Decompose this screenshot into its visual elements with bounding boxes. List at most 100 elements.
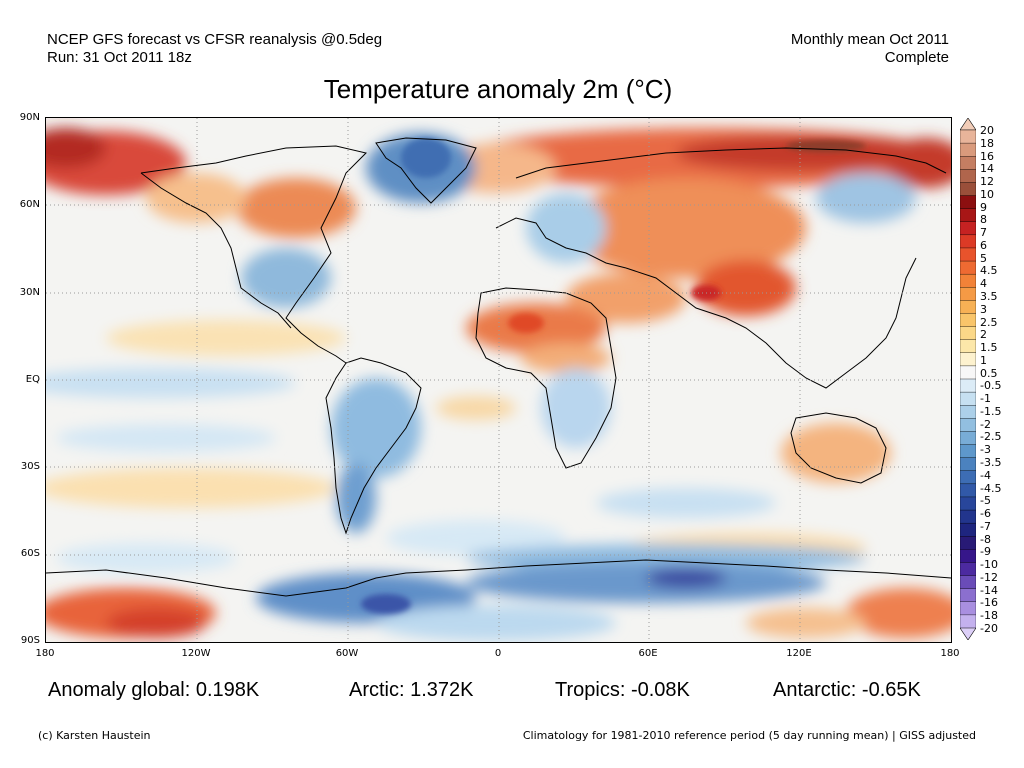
model-description: NCEP GFS forecast vs CFSR reanalysis @0.… (47, 31, 383, 48)
colorbar-label: -18 (980, 609, 998, 623)
stat-antarctic: Antarctic: -0.65K (773, 679, 921, 701)
period-info: Monthly mean Oct 2011 Complete (791, 31, 949, 67)
colorbar-label: 1.5 (980, 341, 998, 355)
colorbar-label: 4 (980, 277, 987, 291)
colorbar-swatch (960, 470, 976, 485)
colorbar-swatch (960, 522, 976, 537)
lat-label-60n: 60N (19, 199, 40, 210)
colorbar-label: -4.5 (980, 481, 1002, 495)
colorbar-label: -9 (980, 545, 991, 559)
colorbar-label: -2 (980, 417, 991, 431)
colorbar-label: 10 (980, 187, 994, 201)
lon-label-60w: 60W (335, 648, 359, 659)
colorbar-swatch (960, 509, 976, 524)
colorbar-label: 2 (980, 328, 987, 342)
colorbar-label: 5 (980, 251, 987, 265)
colorbar-swatch (960, 300, 976, 315)
colorbar-swatch (960, 614, 976, 629)
colorbar-label: 0.5 (980, 366, 998, 380)
colorbar-swatch (960, 457, 976, 472)
lat-label-90n: 90N (19, 112, 40, 123)
map-title: Temperature anomaly 2m (°C) (323, 74, 673, 104)
colorbar-swatch (960, 339, 976, 354)
colorbar-label: -4 (980, 468, 991, 482)
colorbar-label: -7 (980, 519, 991, 533)
colorbar-label: -0.5 (980, 379, 1002, 393)
colorbar-swatch (960, 549, 976, 564)
lat-label-30n: 30N (19, 287, 40, 298)
colorbar-label: -10 (980, 558, 998, 572)
colorbar-label: 20 (980, 124, 994, 137)
colorbar-swatch (960, 182, 976, 197)
colorbar-label: 6 (980, 238, 987, 252)
colorbar-label: -16 (980, 596, 998, 610)
colorbar-swatch (960, 483, 976, 498)
colorbar-swatch (960, 601, 976, 616)
lon-label-0: 0 (494, 648, 502, 659)
colorbar-swatch (960, 129, 976, 144)
coastlines (46, 137, 951, 597)
colorbar-swatch (960, 536, 976, 551)
stat-global: Anomaly global: 0.198K (48, 679, 260, 701)
graticule (46, 118, 951, 642)
climatology-note: Climatology for 1981-2010 reference peri… (522, 729, 976, 742)
colorbar-label: -1.5 (980, 404, 1002, 418)
colorbar-swatch (960, 352, 976, 367)
run-time: Run: 31 Oct 2011 18z (47, 49, 192, 66)
colorbar-swatch (960, 195, 976, 210)
colorbar-swatch (960, 326, 976, 341)
colorbar-swatch (960, 378, 976, 393)
colorbar-swatch (960, 444, 976, 459)
colorbar-label: 14 (980, 162, 994, 176)
anomaly-map (45, 117, 952, 643)
colorbar-swatch (960, 418, 976, 433)
run-info: NCEP GFS forecast vs CFSR reanalysis @0.… (47, 31, 382, 67)
colorbar-top-arrow (960, 118, 976, 131)
colorbar-label: -6 (980, 507, 991, 521)
completeness-label: Complete (884, 49, 949, 66)
lon-label-60e: 60E (638, 648, 658, 659)
colorbar-swatch (960, 142, 976, 157)
colorbar-label: 3.5 (980, 290, 998, 303)
colorbar-label: 7 (980, 226, 987, 240)
colorbar-swatch (960, 562, 976, 577)
colorbar-label: -8 (980, 532, 991, 546)
colorbar-swatch (960, 169, 976, 184)
colorbar-label: -12 (980, 570, 998, 584)
colorbar-swatch (960, 287, 976, 302)
colorbar-label: 18 (980, 136, 994, 150)
colorbar-label: 12 (980, 175, 994, 189)
lat-label-30s: 30S (20, 461, 40, 472)
colorbar-swatch (960, 391, 976, 406)
colorbar-swatch (960, 313, 976, 328)
colorbar-swatch (960, 431, 976, 446)
colorbar-swatch (960, 260, 976, 275)
colorbar-label: 2.5 (980, 315, 998, 329)
lon-label-180e: 180 (940, 648, 960, 659)
period-label: Monthly mean Oct 2011 (790, 31, 949, 48)
lon-label-120e: 120E (786, 648, 812, 659)
colorbar-bottom-arrow (960, 627, 976, 640)
colorbar-label: -3.5 (980, 456, 1002, 469)
colorbar-label: -20 (980, 622, 998, 635)
colorbar-label: 16 (980, 149, 994, 163)
colorbar-label: -5 (980, 494, 991, 508)
lon-label-180w: 180 (35, 648, 55, 659)
colorbar-label: 1 (980, 353, 987, 367)
stat-arctic: Arctic: 1.372K (349, 679, 474, 701)
copyright: (c) Karsten Haustein (38, 729, 151, 742)
colorbar-swatch (960, 247, 976, 262)
lat-label-90s: 90S (20, 635, 40, 646)
colorbar-swatch (960, 208, 976, 223)
colorbar-label: 9 (980, 200, 987, 214)
colorbar-swatch (960, 575, 976, 590)
stat-tropics: Tropics: -0.08K (555, 679, 690, 701)
colorbar-swatch (960, 405, 976, 420)
colorbar-swatch (960, 156, 976, 171)
colorbar-label: 4.5 (980, 264, 998, 278)
colorbar-swatch (960, 221, 976, 236)
lat-label-eq: EQ (25, 374, 40, 385)
colorbar-label: 3 (980, 302, 987, 316)
colorbar-label: -14 (980, 583, 998, 597)
colorbar-swatch (960, 365, 976, 380)
